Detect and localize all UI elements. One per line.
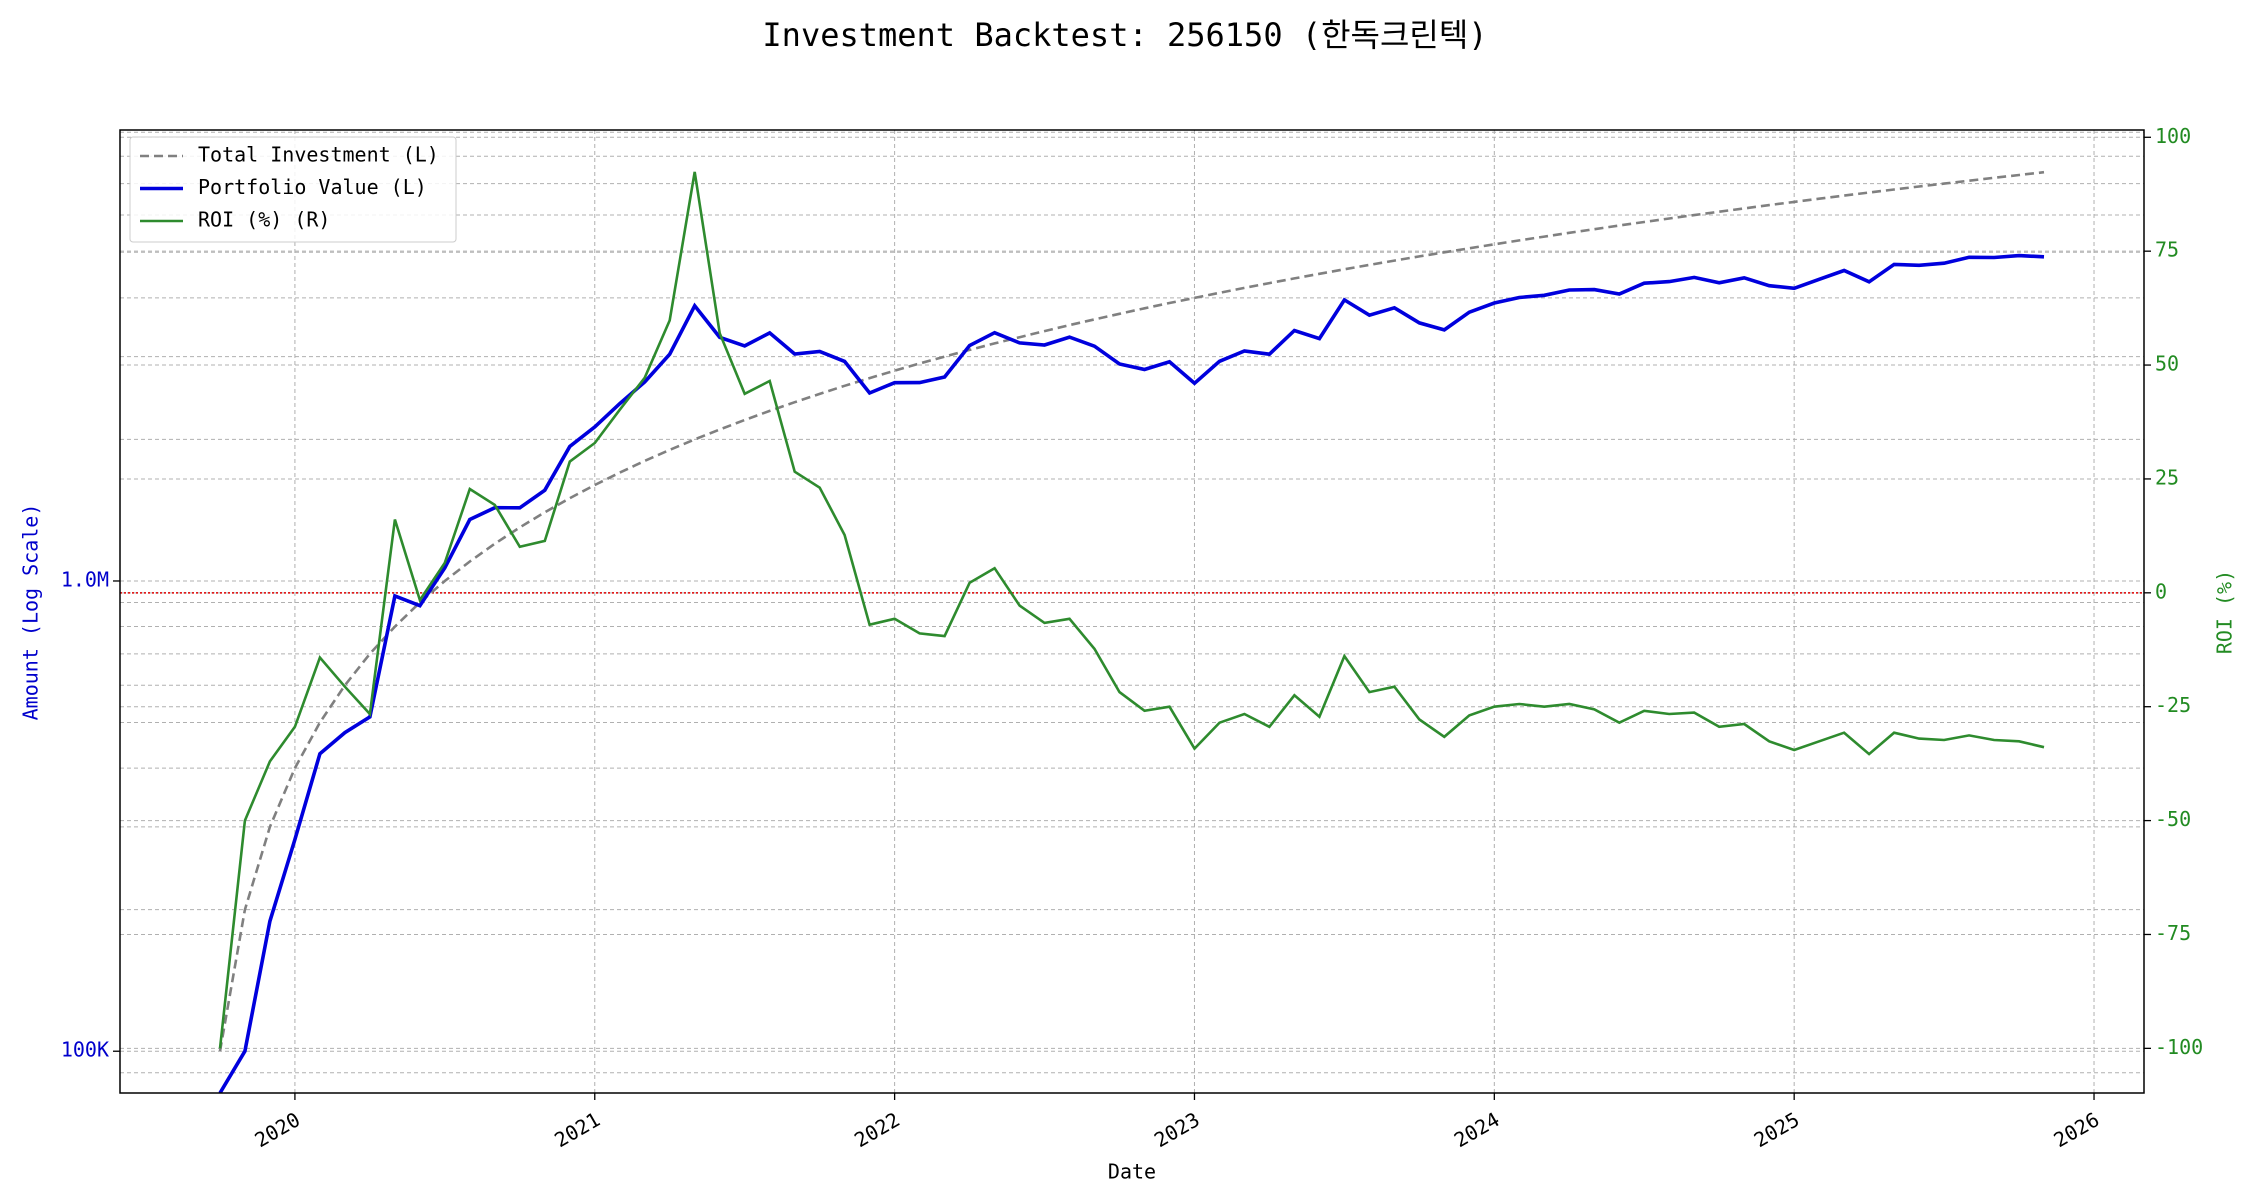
y2-tick-label: -50 [2155, 807, 2191, 831]
chart-title: Investment Backtest: 256150 (한독크린텍) [762, 16, 1487, 54]
series-line [218, 170, 2045, 1052]
x-tick-label: 2026 [2050, 1107, 2104, 1152]
plot-frame [119, 129, 2145, 1094]
legend-label: ROI (%) (R) [198, 208, 330, 232]
legend-box [129, 136, 457, 243]
series-line [218, 253, 2045, 1093]
y2-tick-label: 50 [2155, 352, 2179, 376]
x-axis-label: Date [1108, 1160, 1156, 1184]
y2-axis-label: ROI (%) [2213, 570, 2237, 654]
legend-label: Total Investment (L) [198, 143, 439, 167]
x-tick-label: 2021 [550, 1107, 604, 1152]
y-tick-label: 1.0M [61, 567, 109, 591]
y2-tick-label: -75 [2155, 921, 2191, 945]
x-tick-label: 2022 [850, 1107, 904, 1152]
y2-tick-label: -100 [2155, 1035, 2203, 1059]
x-tick-label: 2024 [1450, 1107, 1504, 1152]
y-axis-label: Amount (Log Scale) [19, 504, 43, 721]
x-tick-label: 2023 [1150, 1107, 1204, 1152]
y2-tick-label: -25 [2155, 693, 2191, 717]
series-line [218, 171, 2045, 1049]
x-tick-label: 2025 [1750, 1107, 1804, 1152]
legend-label: Portfolio Value (L) [198, 175, 427, 199]
y2-tick-label: 0 [2155, 579, 2167, 603]
y2-tick-label: 25 [2155, 465, 2179, 489]
x-tick-label: 2020 [250, 1107, 304, 1152]
y2-tick-label: 75 [2155, 238, 2179, 262]
y-tick-label: 100K [61, 1038, 109, 1062]
y2-tick-label: 100 [2155, 124, 2191, 148]
